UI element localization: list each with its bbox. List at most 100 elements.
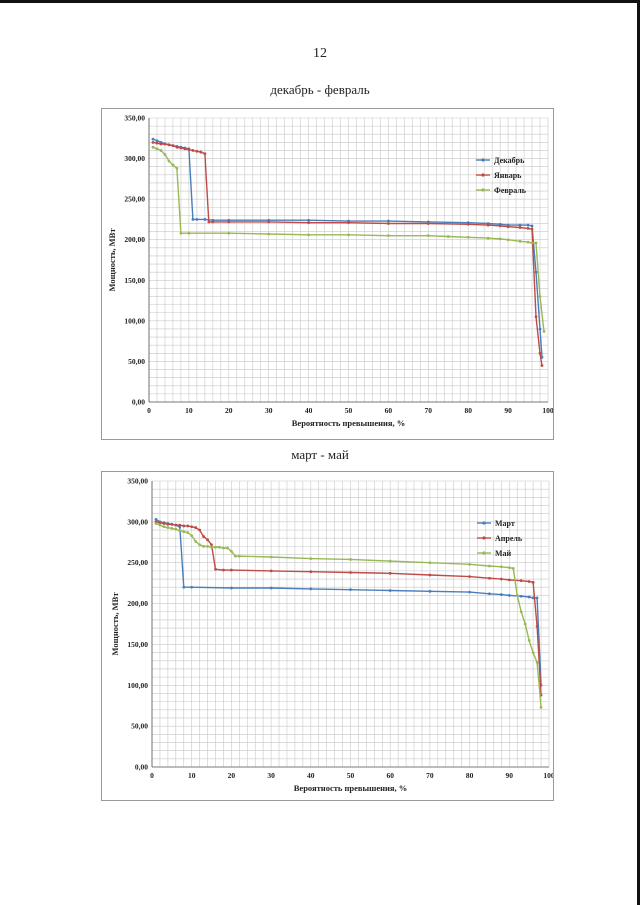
y-tick-label: 50,00: [128, 357, 145, 366]
data-point: [162, 522, 166, 525]
x-tick-label: 100: [542, 406, 553, 415]
data-point: [527, 580, 531, 583]
data-point: [159, 142, 163, 146]
y-tick-label: 0,00: [132, 398, 145, 407]
data-point: [349, 588, 352, 592]
chart-title: март - май: [291, 447, 349, 462]
data-point: [175, 166, 179, 170]
data-point: [187, 231, 191, 235]
y-tick-label: 300,00: [127, 517, 148, 526]
data-point: [534, 270, 538, 274]
data-point: [210, 545, 213, 549]
data-point: [518, 223, 522, 227]
data-point: [154, 518, 158, 521]
data-point: [534, 241, 538, 245]
data-point: [530, 224, 534, 228]
x-tick-label: 60: [385, 406, 393, 415]
x-tick-label: 20: [228, 771, 236, 780]
data-point: [151, 145, 155, 149]
data-point: [155, 139, 159, 143]
data-point: [158, 521, 162, 525]
x-tick-label: 100: [543, 771, 553, 780]
y-tick-label: 100,00: [127, 681, 148, 690]
data-point: [309, 587, 313, 591]
series-line: [155, 518, 542, 686]
data-point: [531, 580, 535, 584]
data-point: [167, 159, 171, 163]
data-point: [535, 596, 539, 600]
data-point: [267, 232, 271, 236]
x-tick-label: 70: [425, 406, 433, 415]
data-point: [206, 538, 209, 542]
x-tick-label: 10: [185, 406, 193, 415]
data-point: [206, 544, 209, 548]
data-point: [170, 526, 174, 530]
x-tick-label: 0: [150, 771, 154, 780]
data-point: [538, 295, 542, 298]
data-point: [195, 218, 199, 221]
data-point: [203, 218, 207, 221]
data-point: [307, 218, 310, 222]
data-point: [214, 567, 217, 571]
data-point: [468, 562, 471, 566]
x-tick-label: 30: [265, 406, 273, 415]
data-point: [178, 529, 182, 533]
y-axis-label: Мощность, МВт: [110, 592, 120, 656]
data-point: [519, 579, 523, 583]
x-tick-label: 50: [345, 406, 353, 415]
data-point: [507, 594, 511, 597]
data-point: [170, 522, 174, 526]
x-tick-label: 90: [506, 771, 514, 780]
data-point: [530, 227, 534, 231]
legend-marker: [482, 551, 486, 555]
data-point: [526, 223, 530, 227]
legend: Декабрь Январь Февраль: [476, 156, 527, 195]
data-point: [183, 147, 187, 151]
series-1: [151, 137, 544, 359]
data-point: [182, 524, 186, 528]
y-tick-label: 200,00: [127, 599, 148, 608]
data-point: [151, 137, 155, 141]
data-point: [498, 237, 502, 241]
data-point: [210, 543, 213, 547]
x-tick-label: 70: [426, 771, 434, 780]
data-point: [307, 221, 310, 225]
data-point: [542, 330, 546, 333]
legend-label: Февраль: [494, 186, 527, 195]
y-tick-label: 50,00: [131, 722, 148, 731]
data-point: [179, 146, 183, 150]
data-point: [468, 590, 471, 594]
chart-title: декабрь - февраль: [270, 82, 370, 97]
data-point: [507, 566, 511, 570]
data-point: [191, 218, 195, 221]
data-point: [428, 573, 432, 577]
data-point: [171, 144, 175, 147]
x-tick-label: 90: [504, 406, 512, 415]
data-point: [540, 364, 544, 367]
data-point: [199, 150, 203, 154]
data-point: [202, 544, 206, 548]
x-axis-label: Вероятность превышения, %: [294, 783, 407, 793]
data-point: [307, 233, 310, 237]
data-point: [190, 525, 194, 529]
grid: [148, 117, 549, 403]
data-point: [202, 535, 206, 538]
y-tick-label: 100,00: [124, 316, 145, 325]
data-point: [167, 143, 171, 147]
data-point: [214, 545, 217, 549]
data-point: [511, 567, 515, 570]
data-point: [349, 558, 352, 561]
data-point: [538, 351, 542, 355]
series-3: [151, 145, 546, 333]
data-point: [190, 585, 194, 589]
chart-march-may: 0,00 50,00 100,00 150,00 200,00 250,00 300,00 3…: [101, 471, 554, 801]
data-point: [349, 571, 352, 574]
data-point: [488, 576, 491, 580]
data-point: [515, 594, 519, 597]
x-tick-label: 80: [464, 406, 472, 415]
page-edge: [0, 0, 640, 3]
series-line: [155, 522, 542, 708]
series-1: [154, 518, 543, 687]
data-point: [531, 651, 535, 654]
data-point: [387, 219, 390, 223]
